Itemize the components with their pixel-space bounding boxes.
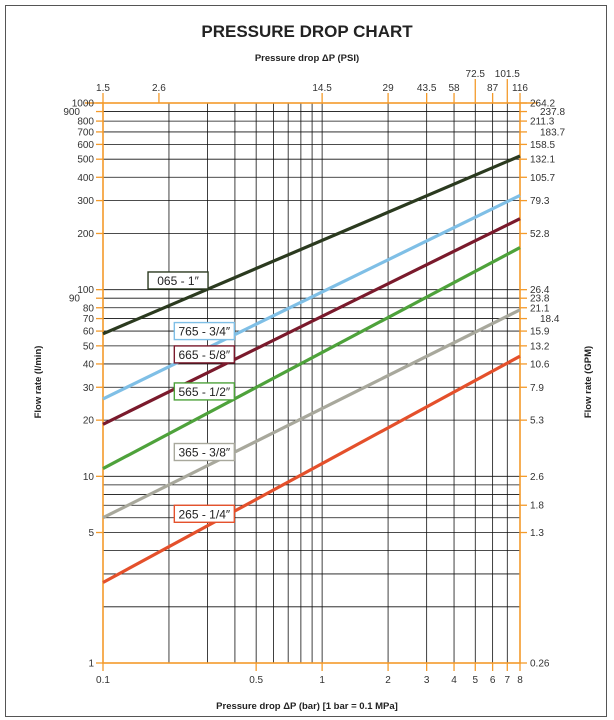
- top-axis-title: Pressure drop ΔP (PSI): [255, 53, 359, 64]
- series-label-box: [173, 321, 236, 341]
- series-label: 765 - 3/4″: [179, 325, 231, 339]
- series-line: [102, 193, 521, 401]
- series-line: [102, 217, 521, 426]
- right-tick-label: 52.8: [530, 229, 550, 240]
- left-tick-label: 400: [77, 173, 94, 184]
- bottom-tick-label: 3: [424, 675, 430, 686]
- right-tick-label: 10.6: [530, 359, 550, 370]
- top-tick-label: 2.6: [152, 83, 166, 94]
- right-tick-label: 15.9: [530, 327, 550, 338]
- series-label-box: [173, 504, 236, 523]
- left-axis-title: Flow rate (l/min): [33, 346, 44, 419]
- right-tick-label: 211.3: [530, 117, 555, 128]
- left-tick-label: 500: [77, 155, 94, 166]
- right-tick-label: 183.7: [540, 127, 565, 138]
- left-tick-label: 700: [77, 127, 94, 138]
- left-tick-label: 900: [63, 107, 80, 118]
- right-tick-label: 0.26: [530, 659, 550, 670]
- series-label-box: [147, 271, 209, 290]
- top-tick-label: 14.5: [312, 83, 332, 94]
- axis-frame: [102, 102, 521, 664]
- left-tick-label: 50: [83, 341, 95, 352]
- bottom-tick-label: 0.1: [96, 675, 110, 686]
- series-label-box: [173, 442, 236, 462]
- right-tick-label: 21.1: [530, 303, 550, 314]
- left-tick-label: 30: [83, 383, 95, 394]
- left-tick-label: 70: [83, 314, 95, 325]
- left-tick-label: 20: [83, 416, 95, 427]
- right-tick-label: 264.2: [530, 99, 555, 110]
- top-tick-label: 116: [512, 83, 528, 94]
- bottom-tick-label: 4: [451, 675, 457, 686]
- chart-title: PRESSURE DROP CHART: [201, 22, 413, 41]
- right-tick-label: 26.4: [530, 285, 550, 296]
- right-tick-label: 5.3: [530, 416, 544, 427]
- right-tick-label: 237.8: [540, 107, 565, 118]
- left-tick-label: 60: [83, 327, 95, 338]
- left-tick-label: 40: [83, 359, 95, 370]
- right-axis-title: Flow rate (GPM): [583, 346, 594, 418]
- left-tick-label: 800: [77, 117, 94, 128]
- top-tick-label: 43.5: [417, 83, 437, 94]
- right-tick-label: 1.8: [530, 501, 544, 512]
- left-tick-label: 80: [83, 303, 95, 314]
- bottom-tick-label: 7: [505, 675, 511, 686]
- series-line: [102, 246, 521, 471]
- series-label: 365 - 3/8″: [179, 446, 231, 460]
- series-line: [102, 354, 521, 584]
- right-tick-label: 13.2: [530, 341, 550, 352]
- left-tick-label: 100: [77, 285, 94, 296]
- series-label: 065 - 1″: [157, 274, 199, 288]
- right-tick-label: 158.5: [530, 140, 555, 151]
- series-line: [102, 308, 521, 520]
- left-tick-label: 90: [69, 294, 81, 305]
- series-label: 665 - 5/8″: [179, 348, 231, 362]
- right-tick-label: 18.4: [540, 314, 560, 325]
- right-tick-label: 7.9: [530, 383, 544, 394]
- right-tick-label: 132.1: [530, 155, 555, 166]
- left-tick-label: 1: [88, 659, 94, 670]
- bottom-tick-label: 5: [472, 675, 478, 686]
- bottom-tick-label: 0.5: [249, 675, 263, 686]
- series-label: 565 - 1/2″: [179, 385, 231, 399]
- left-tick-label: 300: [77, 196, 94, 207]
- right-tick-label: 2.6: [530, 472, 544, 483]
- bottom-tick-label: 1: [319, 675, 325, 686]
- top-tick-label: 87: [487, 83, 499, 94]
- axes-layer: 0.1 0.5 1 2 3 4 5 6 7 81.5 2.6 14.5 29 43.5 5872.58710…: [63, 69, 565, 686]
- series-label-box: [173, 345, 236, 364]
- series-layer: [102, 154, 521, 584]
- grid-layer: [103, 103, 520, 663]
- series-line: [102, 154, 521, 336]
- series-label: 265 - 1/4″: [179, 507, 231, 521]
- top-tick-label: 1.5: [96, 83, 110, 94]
- left-tick-label: 600: [77, 140, 94, 151]
- series-labels-layer: 065 - 1″ 765 - 3/4″ 665 - 5/8″ 565 - 1/2″ 36…: [147, 271, 236, 523]
- top-tick-label: 101.5: [495, 69, 520, 80]
- left-tick-label: 200: [77, 229, 94, 240]
- series-label-box: [173, 382, 236, 401]
- left-tick-label: 1000: [72, 99, 95, 110]
- bottom-tick-label: 8: [517, 675, 523, 686]
- top-tick-label: 72.5: [466, 69, 486, 80]
- bottom-axis-title: Pressure drop ΔP (bar) [1 bar = 0.1 MPa]: [216, 701, 398, 712]
- top-tick-label: 29: [383, 83, 395, 94]
- left-tick-label: 10: [83, 472, 95, 483]
- bottom-tick-label: 6: [490, 675, 496, 686]
- right-tick-label: 105.7: [530, 173, 555, 184]
- right-tick-label: 79.3: [530, 196, 550, 207]
- top-tick-label: 58: [448, 83, 460, 94]
- right-tick-label: 1.3: [530, 528, 544, 539]
- left-tick-label: 5: [88, 528, 94, 539]
- bottom-tick-label: 2: [385, 675, 391, 686]
- right-tick-label: 23.8: [530, 294, 550, 305]
